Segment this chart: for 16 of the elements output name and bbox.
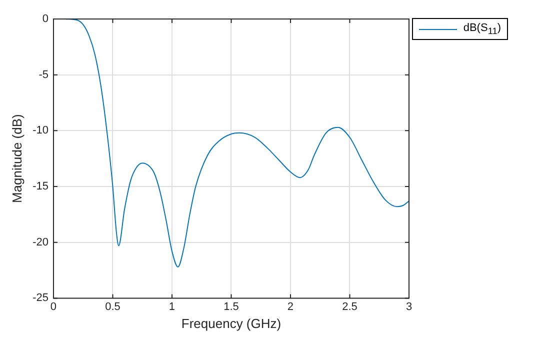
- y-tick-label: -5: [38, 68, 48, 81]
- legend-label: dB(S$_{11}$): [463, 22, 501, 36]
- y-tick-label: -20: [32, 236, 48, 248]
- y-tick-label: -15: [32, 180, 48, 193]
- y-tick-label: 0: [42, 13, 48, 26]
- x-tick-label: 2: [287, 300, 294, 313]
- x-tick-label: 3: [406, 300, 412, 313]
- x-tick-label: 0.5: [105, 300, 120, 313]
- x-tick-label: 1: [168, 300, 176, 313]
- y-axis-title: Magnitude (dB): [9, 114, 24, 204]
- y-tick-label: -25: [32, 292, 48, 304]
- x-tick-label: 2.5: [342, 300, 358, 313]
- x-tick-label: 0: [50, 300, 57, 313]
- x-axis-title: Frequency (GHz): [181, 316, 282, 331]
- y-tick-label: -10: [32, 124, 48, 137]
- x-tick-label: 1.5: [224, 300, 239, 313]
